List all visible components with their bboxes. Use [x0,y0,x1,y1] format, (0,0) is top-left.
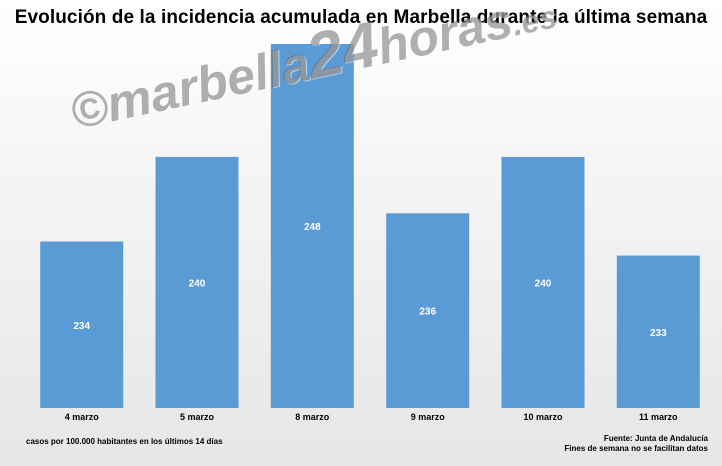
bar-10-marzo [501,156,585,408]
data-label: 248 [304,222,321,233]
category-label: 11 marzo [639,412,678,422]
data-label: 236 [419,307,436,318]
bar-4-marzo [40,241,124,408]
category-label: 5 marzo [180,412,215,422]
units-note: casos por 100.000 habitantes en los últi… [26,437,223,446]
source-text: Fuente: Junta de Andalucía [603,434,708,443]
category-label: 10 marzo [523,412,563,422]
data-label: 234 [73,321,90,332]
bar-8-marzo [270,44,354,408]
weekend-text: Fines de semana no se facilitan datos [564,444,708,453]
category-label: 9 marzo [411,412,446,422]
source-note: Fuente: Junta de Andalucía Fines de sema… [564,434,708,454]
bar-9-marzo [386,213,470,408]
data-label: 233 [650,328,667,339]
category-label: 8 marzo [295,412,330,422]
category-label: 4 marzo [65,412,100,422]
bar-11-marzo [616,255,700,408]
data-label: 240 [189,278,206,289]
chart-title: Evolución de la incidencia acumulada en … [14,7,708,28]
bar-5-marzo [155,156,239,408]
data-label: 240 [535,278,552,289]
